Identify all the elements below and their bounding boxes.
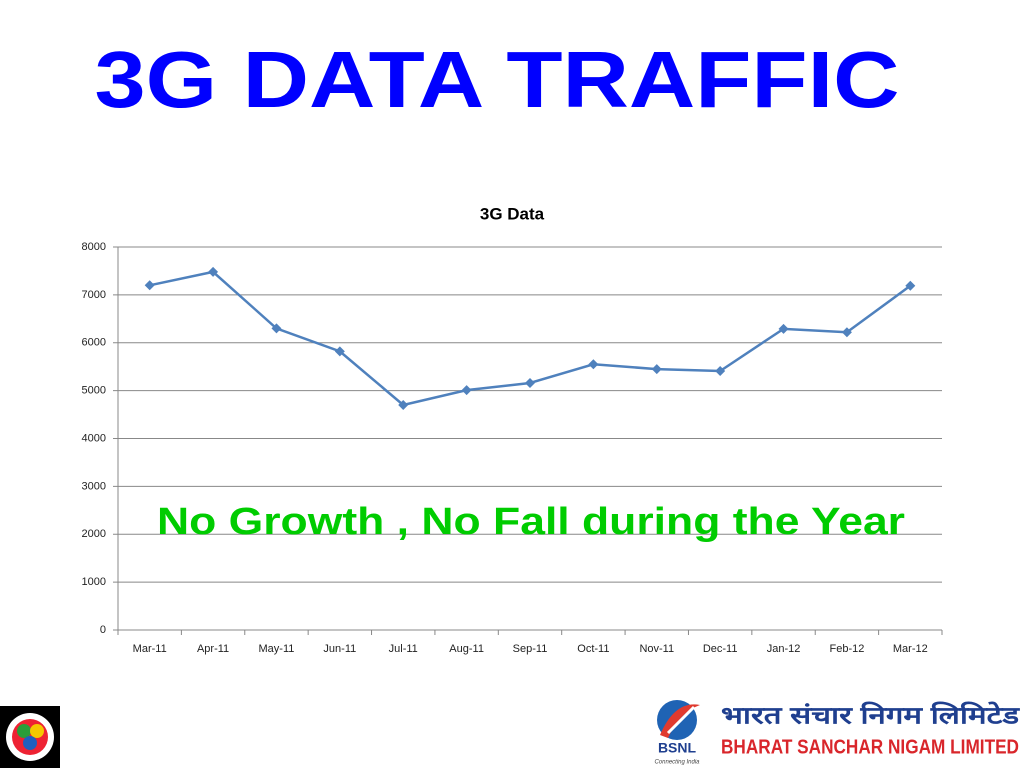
data-point — [651, 364, 662, 375]
annotation: No Growth , No Fall during the Year — [157, 501, 905, 543]
data-point — [144, 280, 155, 291]
bsnl-logo: BSNL Connecting India भारत संचार निगम लि… — [654, 700, 1020, 766]
logo-english-name: BHARAT SANCHAR NIGAM LIMITED — [721, 736, 1019, 758]
data-point — [841, 327, 852, 338]
data-point — [778, 323, 789, 334]
data-point — [525, 377, 535, 388]
data-point — [334, 346, 345, 357]
logo-brand: BSNL — [658, 740, 697, 756]
logo-hindi-name: भारत संचार निगम लिमिटेड — [721, 701, 1020, 729]
data-point — [588, 359, 599, 370]
data-point — [208, 266, 219, 277]
y-tick-label: 6000 — [82, 337, 106, 349]
x-tick-label: Nov-11 — [639, 643, 674, 655]
x-tick-label: Jul-11 — [389, 643, 418, 655]
y-tick-label: 3000 — [82, 480, 106, 492]
x-tick-label: Jan-12 — [767, 643, 801, 655]
y-tick-label: 4000 — [82, 432, 106, 444]
data-point — [271, 323, 282, 334]
data-point — [905, 280, 916, 291]
data-point — [715, 365, 726, 376]
x-tick-label: Apr-11 — [197, 643, 229, 655]
y-tick-label: 5000 — [82, 385, 106, 397]
y-tick-label: 7000 — [82, 289, 106, 301]
x-tick-label: Feb-12 — [829, 643, 864, 655]
x-tick-label: Mar-12 — [893, 643, 928, 655]
y-tick-label: 8000 — [82, 241, 106, 253]
y-tick-label: 2000 — [82, 528, 106, 540]
slide-title: 3G DATA TRAFFIC — [95, 35, 900, 124]
x-tick-label: Mar-11 — [133, 643, 167, 655]
data-point — [398, 399, 409, 410]
left-logo — [0, 706, 60, 768]
plot: 0 1000 2000 3000 4000 5000 6000 7000 8000 Mar-11 A… — [82, 241, 943, 655]
x-tick-label: Oct-11 — [577, 643, 609, 655]
x-tick-label: Dec-11 — [703, 643, 738, 655]
data-point — [461, 385, 472, 396]
logo-tagline: Connecting India — [654, 760, 700, 766]
y-tick-label: 0 — [100, 624, 106, 636]
x-tick-label: May-11 — [259, 643, 295, 655]
chart-title: 3G Data — [480, 204, 545, 223]
x-tick-label: Sep-11 — [513, 643, 548, 655]
x-tick-label: Jun-11 — [323, 643, 356, 655]
x-tick-label: Aug-11 — [449, 643, 484, 655]
y-tick-label: 1000 — [82, 576, 106, 588]
